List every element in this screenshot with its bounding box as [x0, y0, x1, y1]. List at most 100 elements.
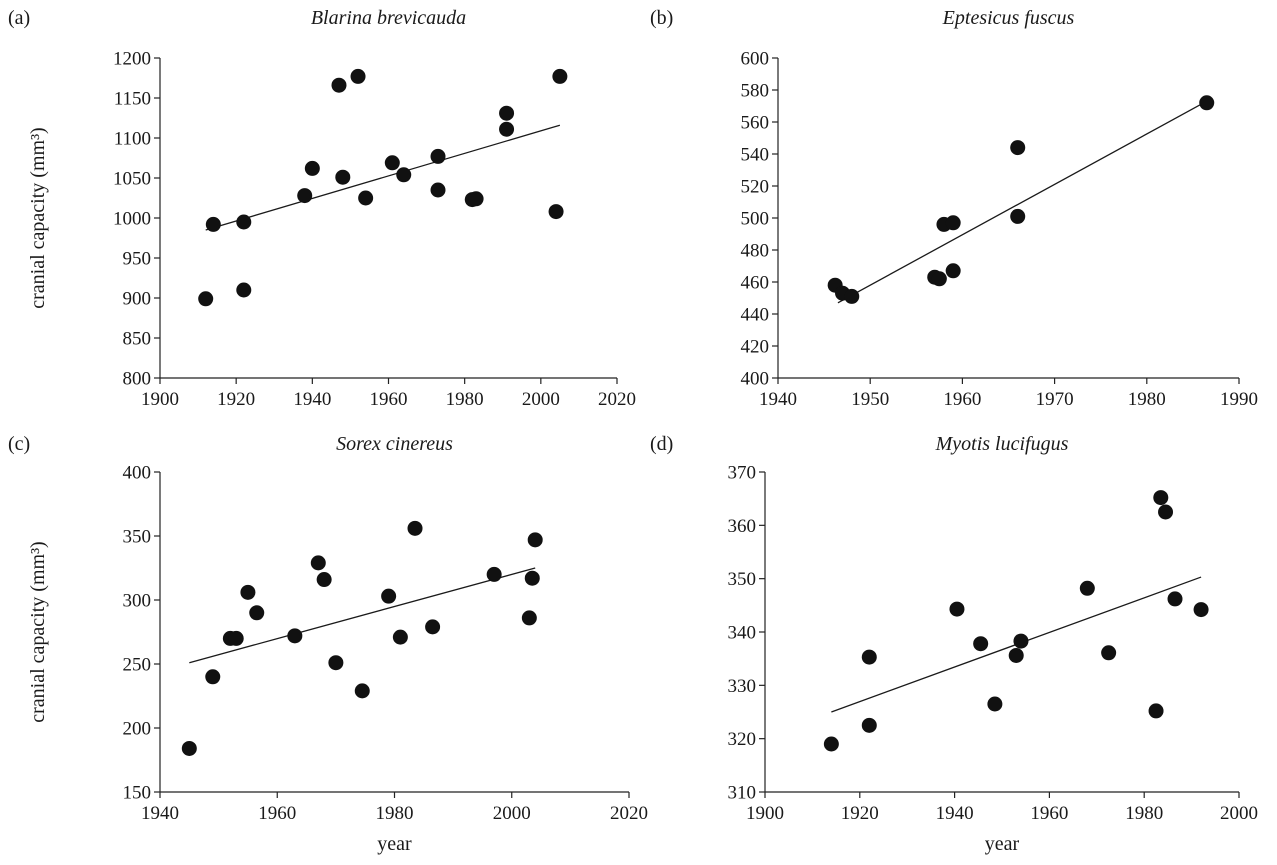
x-tick-label: 1900: [141, 389, 179, 410]
data-point: [304, 160, 320, 176]
y-tick-label: 400: [741, 369, 770, 390]
data-point: [297, 188, 313, 204]
y-tick-label: 800: [123, 369, 152, 390]
y-tick-label: 540: [741, 145, 770, 166]
x-tick-label: 1940: [759, 389, 797, 410]
y-tick-label: 420: [741, 337, 770, 358]
data-point: [1079, 580, 1095, 596]
data-point: [949, 601, 965, 617]
y-tick-label: 500: [741, 209, 770, 230]
x-tick-label: 1970: [1036, 389, 1074, 410]
y-tick-label: 520: [741, 177, 770, 198]
data-point: [249, 605, 265, 621]
data-point: [499, 105, 515, 121]
data-point: [310, 555, 326, 571]
x-tick-label: 1940: [936, 803, 974, 824]
y-tick-label: 850: [123, 329, 152, 350]
panel-2: (b) Eptesicus fuscus 400 420 440 460 480 500 520…: [650, 7, 1258, 410]
data-point: [1148, 703, 1164, 719]
x-tick-label: 1960: [1030, 803, 1068, 824]
data-point: [524, 570, 540, 586]
panel-label: (a): [8, 7, 30, 29]
data-point: [468, 191, 484, 207]
y-axis-label: cranial capacity (mm³): [27, 541, 49, 722]
y-tick-label: 360: [728, 516, 757, 537]
y-tick-label: 400: [123, 463, 152, 484]
panel-3: (c) Sorex cinereus 150 200 250 300 350 400 1940 1…: [8, 433, 648, 855]
y-tick-label: 1200: [113, 49, 151, 70]
x-axis-label: year: [985, 833, 1020, 855]
y-tick-label: 1100: [114, 129, 151, 150]
data-point: [945, 215, 961, 231]
data-point: [331, 77, 347, 93]
trend-line: [205, 124, 561, 231]
data-point: [228, 630, 244, 646]
data-point: [945, 263, 961, 279]
x-tick-label: 1900: [746, 803, 784, 824]
x-tick-label: 1960: [943, 389, 981, 410]
x-tick-label: 1980: [1128, 389, 1166, 410]
trend-line: [189, 567, 536, 664]
data-point: [486, 566, 502, 582]
y-tick-label: 600: [741, 49, 770, 70]
data-point: [335, 169, 351, 185]
x-tick-label: 2020: [598, 389, 636, 410]
data-point: [1010, 140, 1026, 156]
y-tick-label: 1150: [114, 89, 151, 110]
trend-line: [837, 100, 1208, 304]
data-point: [552, 68, 568, 84]
x-tick-label: 2000: [1220, 803, 1258, 824]
x-tick-label: 1980: [376, 803, 414, 824]
y-tick-label: 250: [123, 655, 152, 676]
data-point: [973, 636, 989, 652]
data-point: [396, 167, 412, 183]
data-point: [328, 655, 344, 671]
data-point: [1158, 504, 1174, 520]
x-tick-label: 1920: [841, 803, 879, 824]
data-point: [861, 649, 877, 665]
data-point: [823, 736, 839, 752]
x-tick-label: 1980: [1125, 803, 1163, 824]
x-tick-label: 1960: [370, 389, 408, 410]
y-tick-label: 320: [728, 729, 757, 750]
x-tick-label: 1980: [446, 389, 484, 410]
y-tick-label: 1050: [113, 169, 151, 190]
chart-title: Blarina brevicauda: [311, 7, 466, 29]
data-point: [527, 532, 543, 548]
data-point: [1010, 208, 1026, 224]
y-tick-label: 300: [123, 591, 152, 612]
data-point: [350, 68, 366, 84]
data-point: [316, 572, 332, 588]
data-point: [1193, 602, 1209, 618]
data-point: [1199, 95, 1215, 111]
y-tick-label: 350: [728, 569, 757, 590]
y-tick-label: 310: [728, 783, 757, 804]
data-point: [861, 717, 877, 733]
x-tick-label: 1920: [217, 389, 255, 410]
panel-1: (a) Blarina brevicauda 800 850 900 950 1000 105…: [8, 7, 636, 410]
data-point: [198, 291, 214, 307]
x-tick-label: 1940: [293, 389, 331, 410]
data-point: [931, 271, 947, 287]
panel-label: (c): [8, 433, 30, 455]
data-point: [384, 155, 400, 171]
y-tick-label: 200: [123, 719, 152, 740]
data-point: [392, 629, 408, 645]
data-point: [1101, 645, 1117, 661]
x-tick-label: 2000: [493, 803, 531, 824]
y-tick-label: 950: [123, 249, 152, 270]
y-tick-label: 580: [741, 81, 770, 102]
data-point: [425, 619, 441, 635]
data-point: [381, 588, 397, 604]
y-axis-label: cranial capacity (mm³): [27, 127, 49, 308]
data-point: [844, 288, 860, 304]
data-point: [287, 628, 303, 644]
data-point: [181, 740, 197, 756]
data-point: [236, 214, 252, 230]
x-tick-label: 1950: [851, 389, 889, 410]
panel-4: (d) Myotis lucifugus 310 320 330 340 350 360 370…: [650, 433, 1258, 855]
data-point: [205, 669, 221, 685]
x-tick-label: 1940: [141, 803, 179, 824]
data-point: [205, 216, 221, 232]
